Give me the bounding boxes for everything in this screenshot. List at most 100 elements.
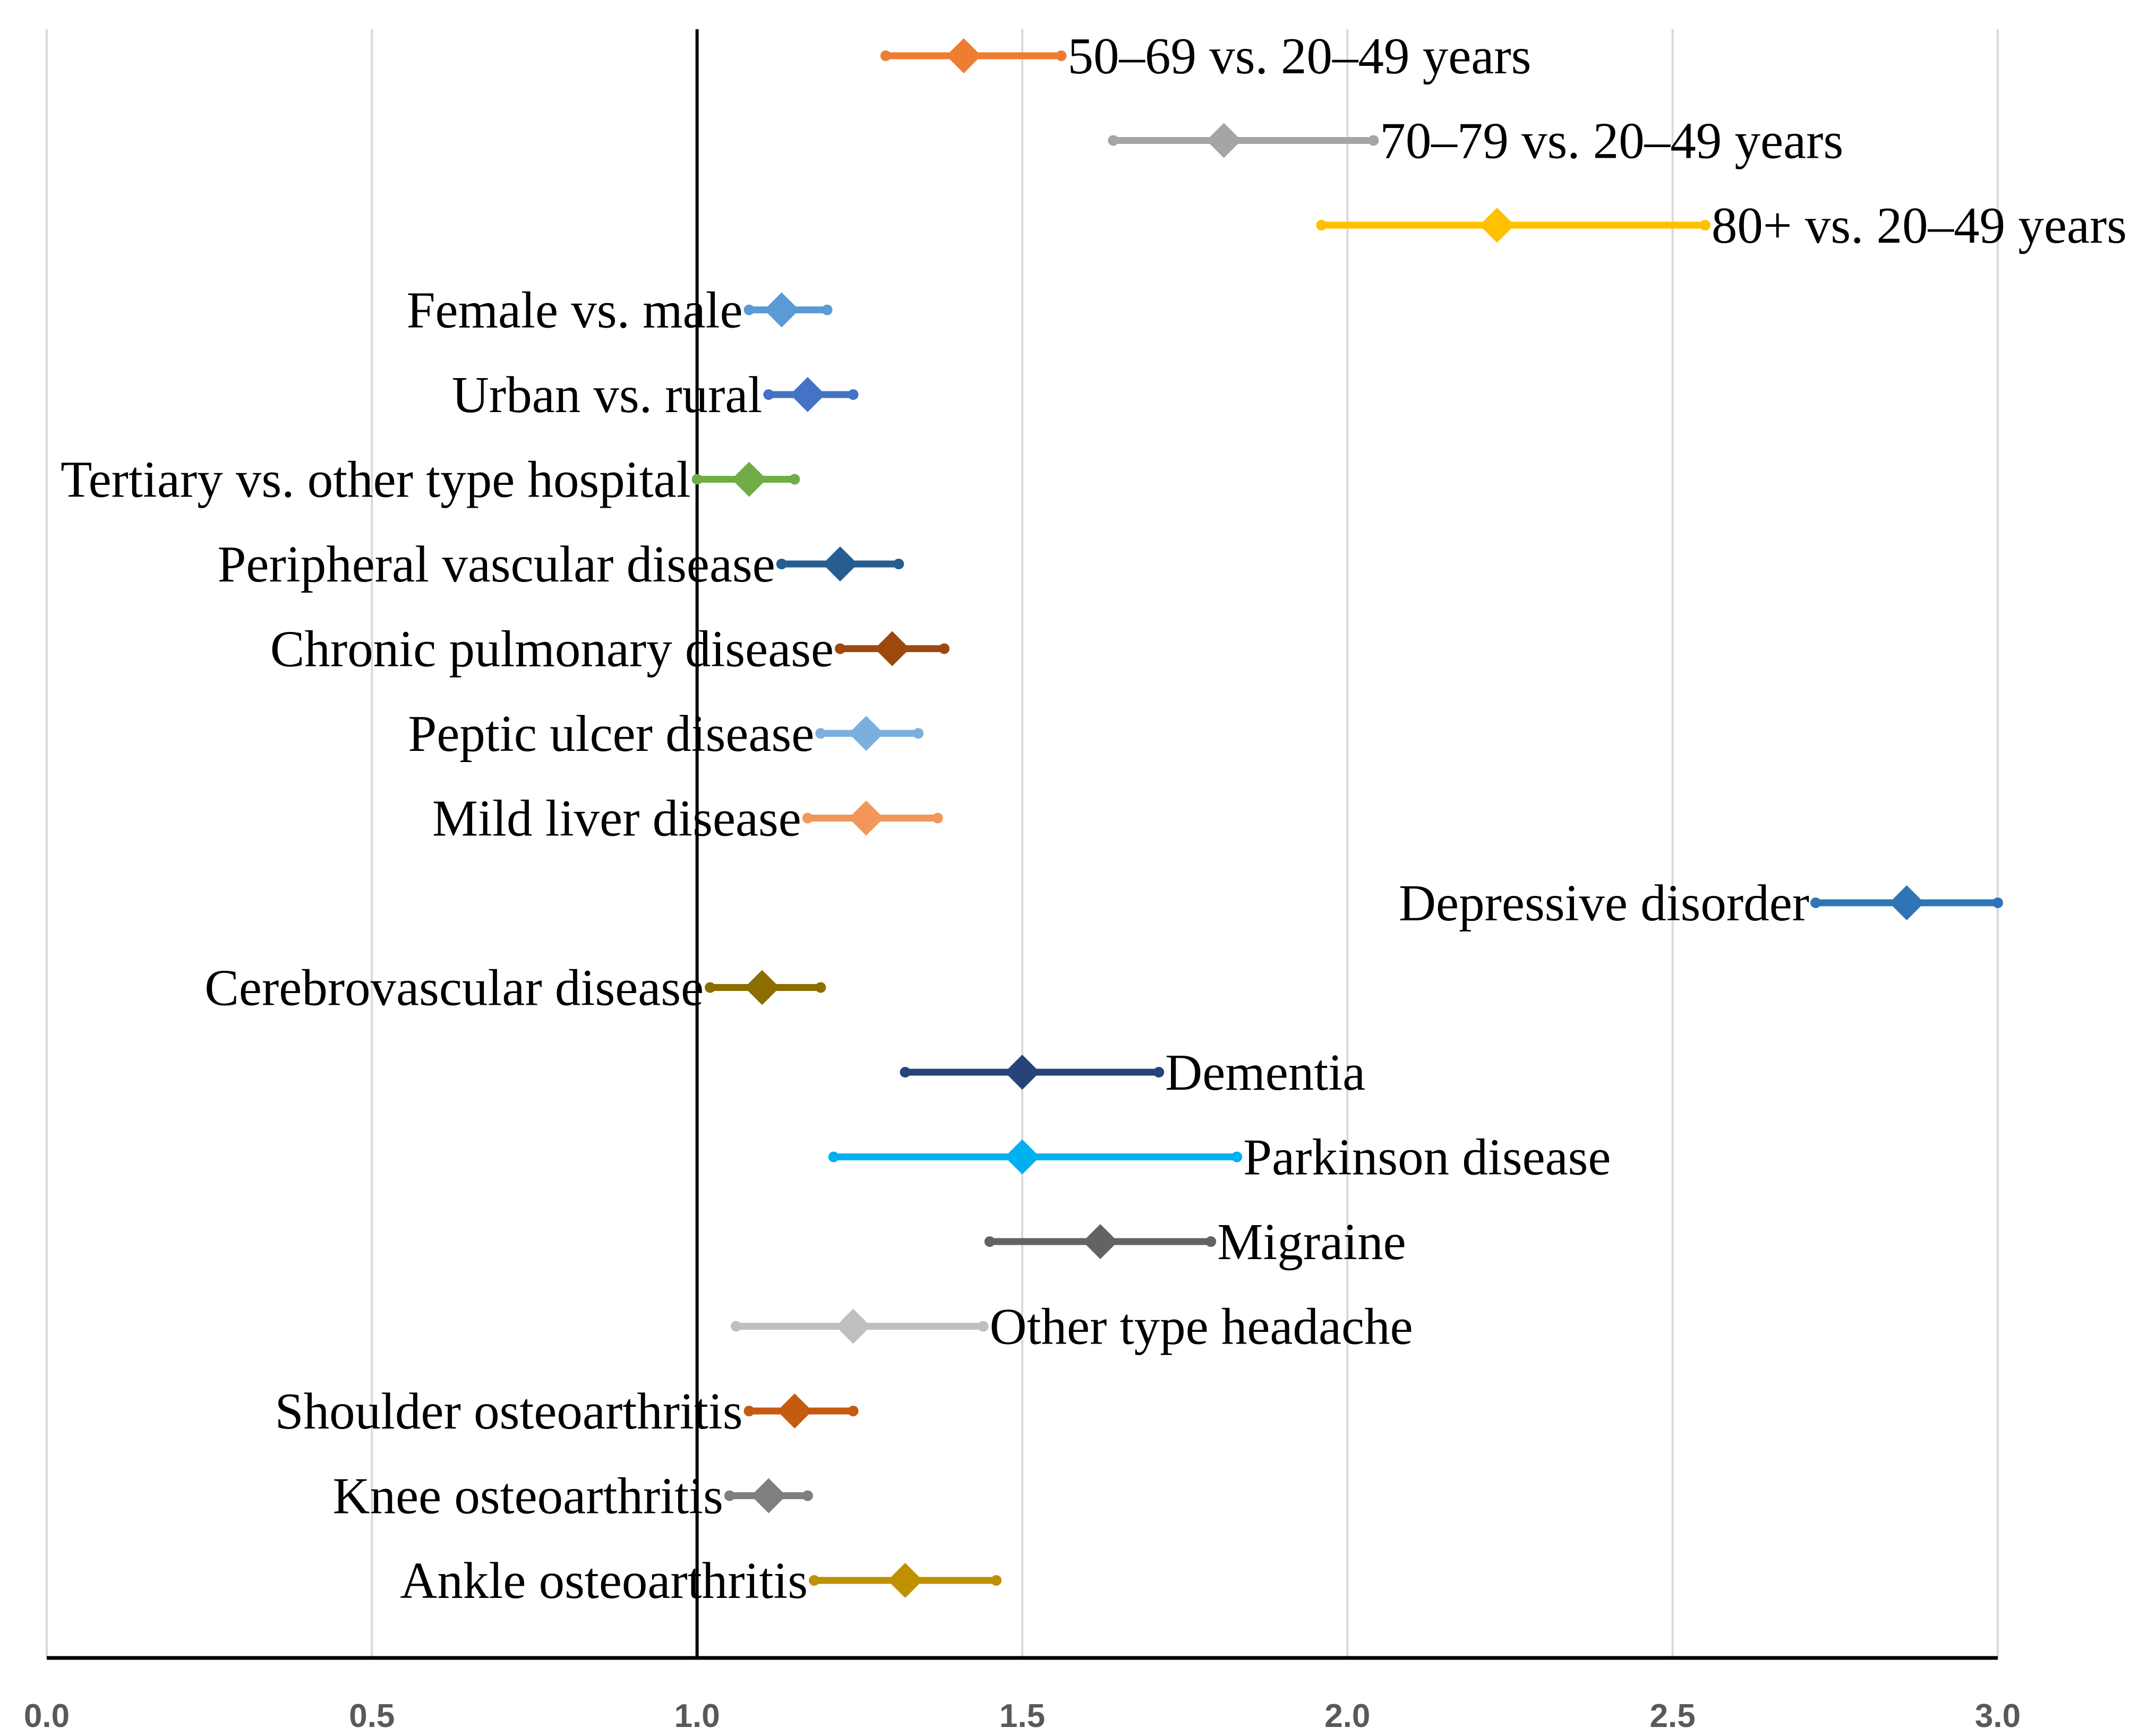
row-label: Ankle osteoarthritis (400, 1552, 808, 1609)
estimate-row: Dementia (900, 1044, 1365, 1101)
estimate-diamond (849, 716, 884, 751)
row-label: Cerebrovascular disease (204, 960, 704, 1016)
estimate-diamond (1889, 885, 1924, 920)
ci-upper-cap (1231, 1151, 1243, 1162)
estimate-row: Shoulder osteoarthritis (275, 1383, 859, 1440)
ci-lower-cap (900, 1067, 911, 1077)
row-label: Migraine (1217, 1213, 1406, 1270)
estimate-row: 70–79 vs. 20–49 years (1108, 113, 1843, 169)
ci-lower-cap (776, 559, 787, 569)
ci-lower-cap (835, 643, 846, 654)
ci-lower-cap (1108, 135, 1119, 146)
ci-lower-cap (815, 728, 826, 739)
ci-lower-cap (743, 304, 755, 315)
x-tick-label: 3.0 (1975, 1698, 2021, 1734)
estimates: 50–69 vs. 20–49 years 70–79 vs. 20–49 yea… (61, 28, 2127, 1609)
ci-upper-cap (1153, 1067, 1165, 1077)
ci-lower-cap (691, 474, 703, 485)
ci-upper-cap (1205, 1236, 1217, 1247)
estimate-row: Urban vs. rural (452, 366, 859, 423)
row-label: 50–69 vs. 20–49 years (1067, 28, 1531, 84)
ci-upper-cap (1056, 50, 1067, 61)
estimate-diamond (1479, 208, 1515, 243)
estimate-diamond (1082, 1224, 1118, 1259)
estimate-diamond (745, 970, 780, 1005)
x-tick-label: 1.5 (999, 1698, 1045, 1734)
estimate-diamond (1005, 1055, 1040, 1090)
x-tick-label: 0.5 (349, 1698, 395, 1734)
ci-upper-cap (822, 304, 833, 315)
row-label: Chronic pulmonary disease (270, 621, 834, 678)
row-label: Female vs. male (407, 282, 743, 339)
ci-upper-cap (789, 474, 800, 485)
x-tick-label: 0.0 (24, 1698, 70, 1734)
row-label: Other type headache (990, 1298, 1413, 1355)
estimate-diamond (790, 377, 825, 412)
estimate-diamond (887, 1563, 923, 1598)
ci-lower-cap (880, 50, 891, 61)
ci-upper-cap (848, 1406, 859, 1416)
ci-upper-cap (1368, 135, 1379, 146)
estimate-row: Migraine (984, 1213, 1406, 1270)
ci-lower-cap (743, 1406, 755, 1416)
estimate-row: Chronic pulmonary disease (270, 621, 950, 678)
estimate-diamond (751, 1478, 786, 1513)
estimate-row: Mild liver disease (432, 790, 943, 847)
row-label: Mild liver disease (432, 790, 801, 847)
row-label: Tertiary vs. other type hospital (61, 451, 691, 508)
ci-lower-cap (705, 982, 716, 993)
estimate-diamond (1206, 123, 1242, 158)
ci-upper-cap (802, 1490, 813, 1501)
ci-upper-cap (939, 643, 950, 654)
ci-upper-cap (848, 389, 859, 400)
estimate-row: Tertiary vs. other type hospital (61, 451, 800, 508)
estimate-row: Female vs. male (407, 282, 833, 339)
estimate-diamond (777, 1393, 812, 1429)
row-label: Dementia (1165, 1044, 1365, 1101)
estimate-row: Peptic ulcer disease (408, 705, 924, 762)
estimate-diamond (764, 292, 799, 328)
estimate-diamond (875, 631, 910, 666)
estimate-row: Ankle osteoarthritis (400, 1552, 1002, 1609)
ci-upper-cap (893, 559, 904, 569)
ci-upper-cap (815, 982, 826, 993)
ci-upper-cap (913, 728, 924, 739)
ci-upper-cap (1992, 897, 2003, 908)
x-axis: 0.0 0.5 1.0 1.5 2.0 2.5 3.0 (24, 1656, 2021, 1734)
row-label: 70–79 vs. 20–49 years (1380, 113, 1843, 169)
estimate-diamond (946, 38, 981, 73)
row-label: 80+ vs. 20–49 years (1712, 197, 2127, 254)
ci-lower-cap (731, 1321, 742, 1332)
row-label: Shoulder osteoarthritis (275, 1383, 743, 1440)
row-label: Depressive disorder (1399, 875, 1809, 931)
estimate-diamond (823, 546, 858, 581)
row-label: Peripheral vascular disease (217, 536, 775, 593)
estimate-row: 80+ vs. 20–49 years (1316, 197, 2127, 254)
row-label: Parkinson disease (1243, 1129, 1611, 1186)
ci-lower-cap (724, 1490, 735, 1501)
estimate-diamond (731, 461, 767, 497)
estimate-diamond (1005, 1139, 1040, 1175)
estimate-diamond (849, 800, 884, 836)
ci-upper-cap (978, 1321, 989, 1332)
x-tick-label: 1.0 (674, 1698, 720, 1734)
ci-upper-cap (932, 813, 943, 824)
ci-lower-cap (828, 1151, 839, 1162)
estimate-row: Cerebrovascular disease (204, 960, 826, 1016)
ci-upper-cap (1699, 220, 1710, 230)
ci-upper-cap (991, 1575, 1002, 1586)
estimate-row: Other type headache (731, 1298, 1413, 1355)
ci-lower-cap (1810, 897, 1821, 908)
estimate-row: Peripheral vascular disease (217, 536, 904, 593)
ci-lower-cap (809, 1575, 820, 1586)
estimate-row: 50–69 vs. 20–49 years (880, 28, 1531, 84)
estimate-row: Knee osteoarthritis (333, 1468, 813, 1525)
ci-lower-cap (802, 813, 813, 824)
x-tick-label: 2.5 (1650, 1698, 1696, 1734)
ci-lower-cap (984, 1236, 995, 1247)
estimate-diamond (835, 1309, 871, 1344)
row-label: Peptic ulcer disease (408, 705, 814, 762)
gridlines (46, 29, 1999, 1658)
ci-lower-cap (1316, 220, 1327, 230)
